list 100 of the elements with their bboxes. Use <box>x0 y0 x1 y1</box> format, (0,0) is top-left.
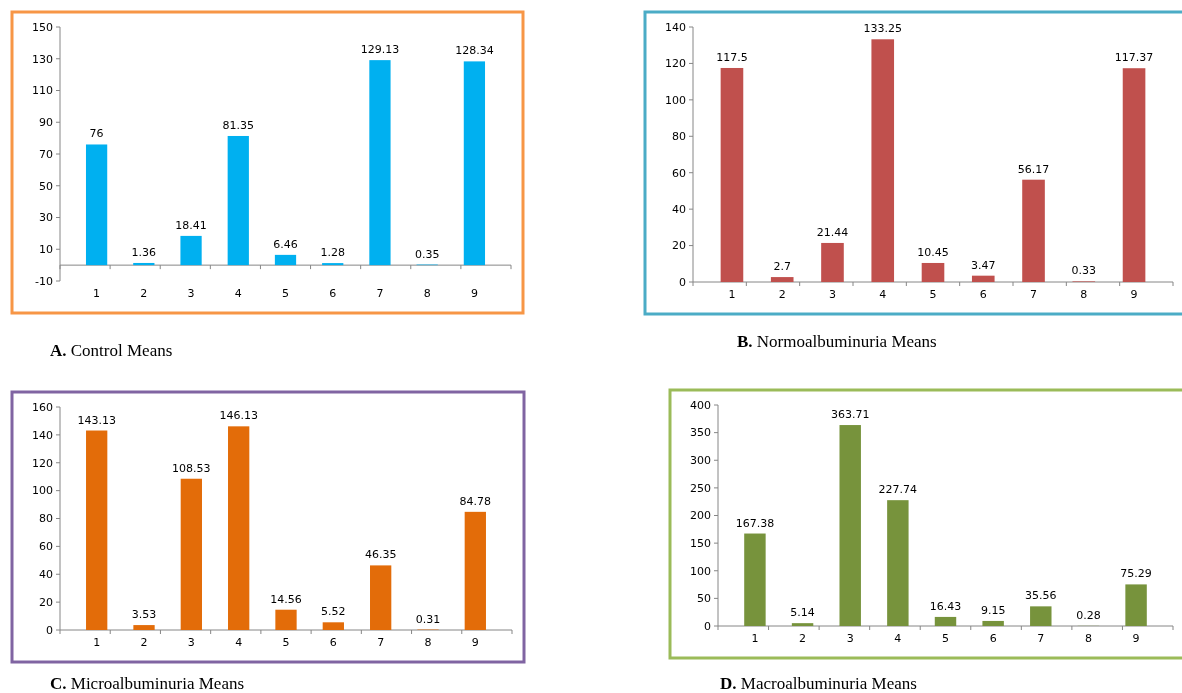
y-tick-label: 140 <box>665 20 686 34</box>
bar <box>86 430 108 630</box>
data-label: 5.14 <box>790 606 815 620</box>
data-label: 76 <box>89 127 104 141</box>
x-tick-label: 7 <box>1030 288 1038 301</box>
y-tick-label: 0 <box>704 619 711 633</box>
bar <box>791 623 814 626</box>
x-tick-label: 9 <box>471 636 479 649</box>
x-tick-label: 2 <box>140 636 148 649</box>
data-label: 9.15 <box>980 603 1006 617</box>
data-label: 108.53 <box>172 461 211 475</box>
y-tick-label: 140 <box>32 428 53 442</box>
x-tick-label: 6 <box>329 636 337 649</box>
y-tick-label: 20 <box>39 595 53 609</box>
data-label: 84.78 <box>459 494 492 508</box>
data-label: 6.46 <box>273 237 298 251</box>
x-tick-label: 8 <box>1080 288 1088 301</box>
data-label: 16.43 <box>929 599 962 613</box>
data-label: 35.56 <box>1025 589 1057 603</box>
bar <box>887 500 909 626</box>
x-tick-label: 1 <box>93 287 101 300</box>
bar <box>133 262 155 266</box>
bar <box>180 478 202 630</box>
bar <box>921 262 945 282</box>
y-tick-label: 40 <box>672 202 686 216</box>
y-tick-label: 160 <box>32 400 53 414</box>
bar <box>85 144 108 266</box>
data-label: 167.38 <box>735 516 775 530</box>
bar <box>1022 179 1045 282</box>
bar <box>274 254 297 266</box>
data-label: 1.28 <box>320 246 345 260</box>
y-tick-label: 150 <box>690 536 711 550</box>
x-tick-label: 1 <box>751 632 759 645</box>
bar <box>821 242 844 282</box>
bar <box>322 263 344 266</box>
bar <box>839 425 861 626</box>
y-tick-label: 100 <box>665 93 686 107</box>
data-label: 3.53 <box>131 608 157 622</box>
data-label: 0.28 <box>1076 608 1101 622</box>
data-label: 0.33 <box>1071 264 1097 278</box>
bar <box>133 625 155 630</box>
bar <box>1125 584 1147 626</box>
y-tick-label: 60 <box>672 166 686 180</box>
x-tick-label: 2 <box>140 287 148 300</box>
x-tick-label: 6 <box>979 288 987 301</box>
y-tick-label: 0 <box>679 275 686 289</box>
bar <box>1030 606 1052 626</box>
bar <box>275 609 297 630</box>
y-tick-label: 200 <box>690 509 711 523</box>
data-label: 18.41 <box>175 218 207 232</box>
y-tick-label: 400 <box>690 398 711 412</box>
bar <box>463 61 486 266</box>
y-tick-label: 300 <box>690 454 711 468</box>
bar <box>180 235 202 266</box>
x-tick-label: 4 <box>894 632 902 645</box>
x-tick-label: 9 <box>470 287 478 300</box>
x-tick-label: 6 <box>329 287 337 300</box>
y-tick-label: 50 <box>39 179 53 193</box>
x-tick-label: 1 <box>93 636 101 649</box>
y-tick-label: 0 <box>46 623 53 637</box>
x-tick-label: 8 <box>423 287 431 300</box>
data-label: 46.35 <box>364 548 397 562</box>
y-tick-label: 110 <box>32 84 53 98</box>
x-tick-label: 1 <box>728 288 736 301</box>
y-tick-label: 30 <box>39 211 53 225</box>
x-tick-label: 2 <box>778 288 786 301</box>
data-label: 56.17 <box>1017 162 1050 176</box>
text: B. Normoalbuminuria Means <box>737 332 937 351</box>
data-label: 1.36 <box>131 245 157 259</box>
bar <box>971 275 995 282</box>
data-label: 21.44 <box>816 225 849 239</box>
y-tick-label: 250 <box>690 481 711 495</box>
bar <box>464 511 486 630</box>
y-tick-label: 120 <box>32 456 53 470</box>
data-label: 75.29 <box>1120 567 1152 581</box>
y-tick-label: 150 <box>32 20 53 34</box>
y-tick-label: 90 <box>39 116 53 130</box>
y-tick-label: 50 <box>697 592 711 606</box>
y-tick-label: -10 <box>35 274 53 288</box>
x-tick-label: 5 <box>282 287 289 300</box>
data-label: 363.71 <box>830 408 870 422</box>
bar <box>322 622 344 630</box>
x-tick-label: 6 <box>989 632 997 645</box>
bar <box>871 39 895 282</box>
bar <box>934 616 957 626</box>
bar <box>228 426 250 630</box>
data-label: 5.52 <box>321 605 346 619</box>
y-tick-label: 120 <box>665 57 686 71</box>
data-label: 10.45 <box>917 245 949 259</box>
data-label: 227.74 <box>878 483 918 497</box>
x-tick-label: 7 <box>1037 632 1045 645</box>
y-tick-label: 40 <box>39 568 53 582</box>
x-tick-label: 4 <box>235 636 243 649</box>
x-tick-label: 4 <box>234 287 242 300</box>
x-tick-label: 3 <box>846 632 854 645</box>
data-label: 117.37 <box>1114 51 1154 65</box>
data-label: 0.31 <box>415 612 441 626</box>
bar <box>720 67 744 282</box>
y-tick-label: 10 <box>39 243 53 257</box>
y-tick-label: 60 <box>39 540 53 554</box>
